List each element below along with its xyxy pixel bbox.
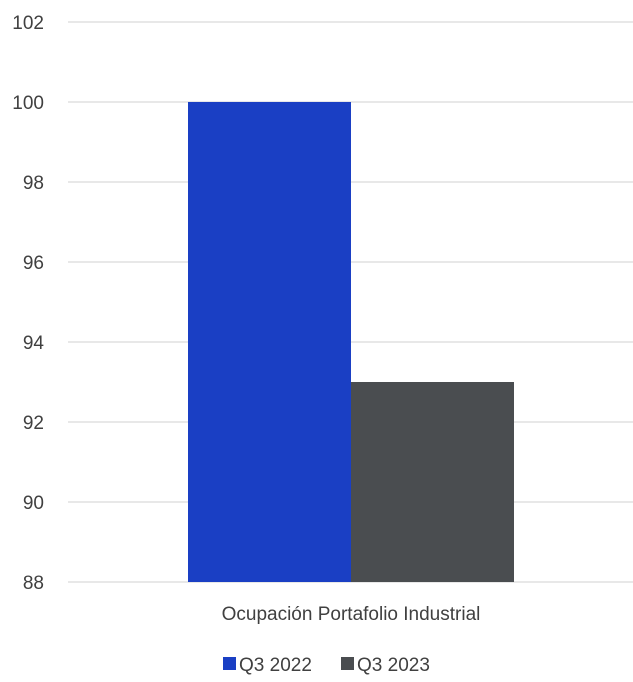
legend-label: Q3 2023 — [357, 655, 430, 676]
y-tick-label: 90 — [23, 493, 44, 514]
legend-label: Q3 2022 — [239, 655, 312, 676]
legend: Q3 2022 Q3 2023 — [223, 655, 430, 676]
legend-swatch — [223, 657, 236, 670]
y-tick-label: 98 — [23, 173, 44, 194]
y-tick-label: 102 — [12, 13, 44, 34]
y-axis-tick-labels: 88 90 92 94 96 98 100 102 — [12, 13, 44, 594]
bar-q3-2023 — [351, 382, 514, 582]
y-tick-label: 100 — [12, 93, 44, 114]
x-category-label: Ocupación Portafolio Industrial — [222, 604, 481, 625]
bar-q3-2022 — [188, 102, 351, 582]
bars — [188, 102, 514, 582]
x-axis-category-labels: Ocupación Portafolio Industrial — [222, 604, 481, 625]
y-tick-label: 96 — [23, 253, 44, 274]
legend-item: Q3 2023 — [341, 655, 430, 676]
y-tick-label: 92 — [23, 413, 44, 434]
legend-swatch — [341, 657, 354, 670]
y-tick-label: 94 — [23, 333, 45, 354]
y-tick-label: 88 — [23, 573, 44, 594]
legend-item: Q3 2022 — [223, 655, 312, 676]
